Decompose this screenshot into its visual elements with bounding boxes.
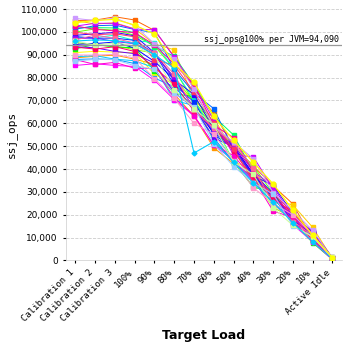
- X-axis label: Target Load: Target Load: [163, 330, 245, 342]
- Text: ssj_ops@100% per JVM=94,090: ssj_ops@100% per JVM=94,090: [204, 35, 339, 44]
- Y-axis label: ssj_ops: ssj_ops: [6, 111, 16, 158]
